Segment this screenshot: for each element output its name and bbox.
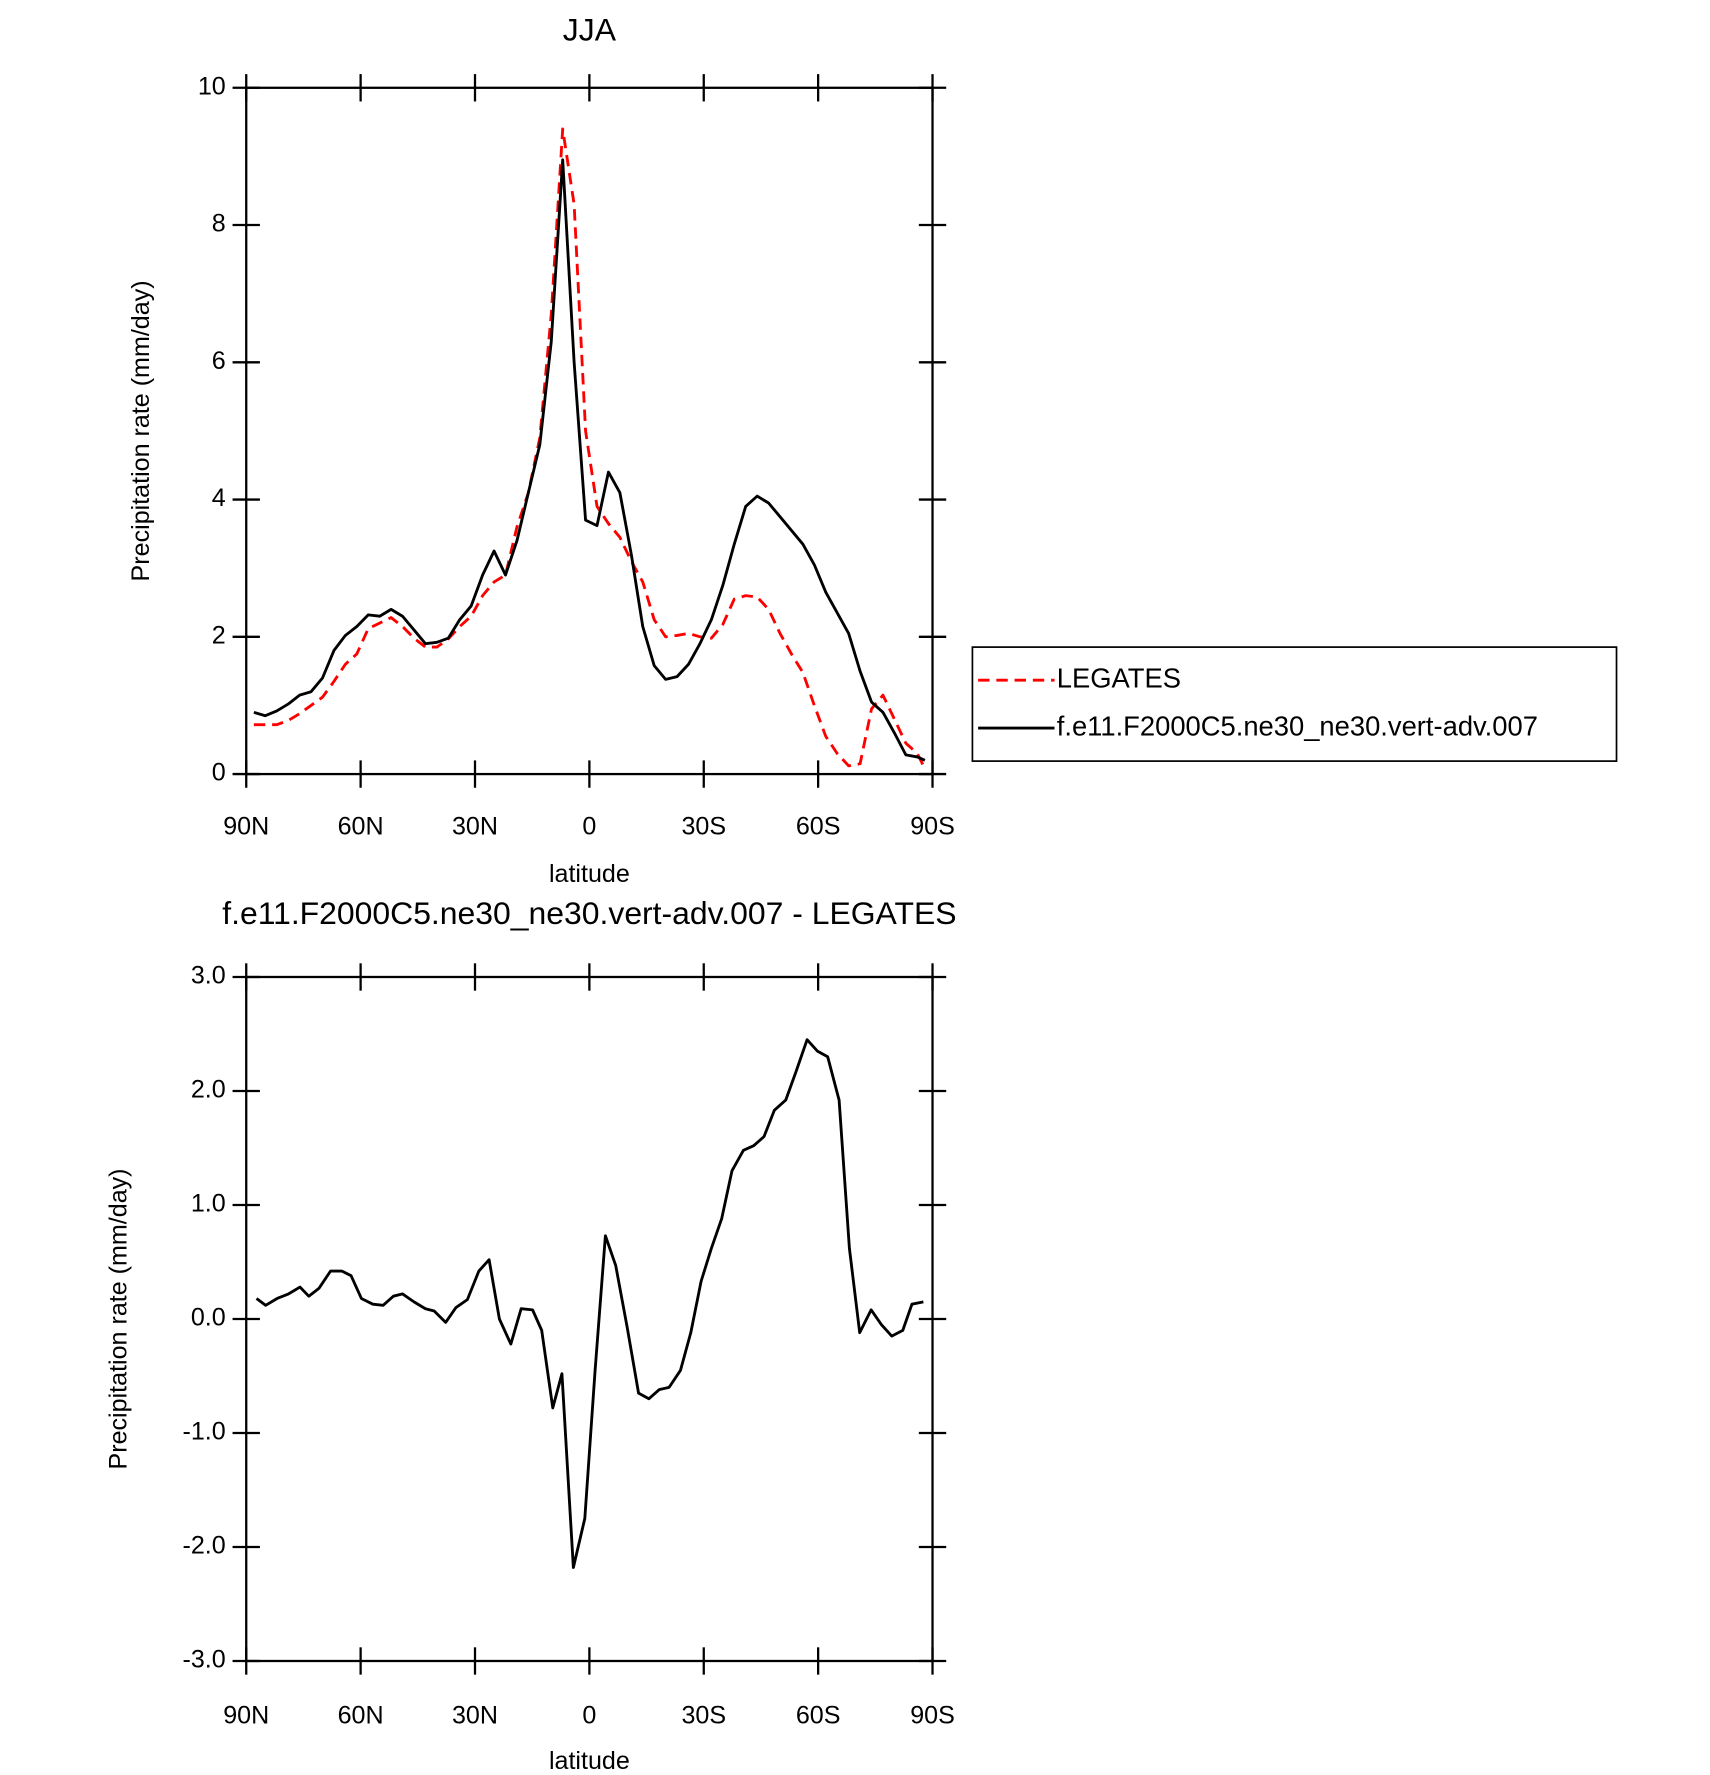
y-tick-label: -3.0: [183, 1646, 226, 1674]
x-tick-label: 90S: [910, 812, 955, 840]
legend-box: [971, 646, 1618, 762]
x-tick-label: 30N: [452, 812, 498, 840]
y-tick-label: 10: [198, 72, 226, 100]
x-tick-label: 30S: [681, 812, 726, 840]
y-tick-label: -1.0: [183, 1418, 226, 1446]
y-axis-label: Precipitation rate (mm/day): [127, 280, 155, 581]
x-tick-label: 30S: [681, 1701, 726, 1729]
y-tick-label: 4: [212, 484, 226, 512]
y-tick-label: 2.0: [191, 1076, 226, 1104]
y-tick-label: 0.0: [191, 1304, 226, 1332]
y-tick-label: 0: [212, 759, 226, 787]
chart-title: f.e11.F2000C5.ne30_ne30.vert-adv.007 - L…: [222, 895, 956, 931]
x-tick-label: 60N: [338, 812, 384, 840]
x-tick-label: 30N: [452, 1701, 498, 1729]
y-tick-label: -2.0: [183, 1532, 226, 1560]
x-axis-label: latitude: [549, 1747, 630, 1775]
series-line: [253, 158, 926, 762]
x-tick-label: 90S: [910, 1701, 955, 1729]
plot-frame: [245, 86, 934, 776]
y-tick-label: 6: [212, 347, 226, 375]
series-line: [255, 1038, 924, 1569]
x-tick-label: 0: [582, 1701, 596, 1729]
series-line: [253, 127, 927, 770]
x-tick-label: 90N: [223, 812, 269, 840]
x-tick-label: 60S: [796, 812, 841, 840]
y-tick-label: 3.0: [191, 962, 226, 990]
y-axis-label: Precipitation rate (mm/day): [104, 1168, 132, 1469]
chart-title: JJA: [563, 11, 617, 47]
x-tick-label: 60S: [796, 1701, 841, 1729]
y-tick-label: 2: [212, 621, 226, 649]
y-tick-label: 8: [212, 210, 226, 238]
legend-label: f.e11.F2000C5.ne30_ne30.vert-adv.007: [1057, 710, 1538, 741]
y-tick-label: 1.0: [191, 1190, 226, 1218]
x-tick-label: 0: [582, 812, 596, 840]
legend-label: LEGATES: [1057, 662, 1181, 693]
x-tick-label: 90N: [223, 1701, 269, 1729]
x-tick-label: 60N: [338, 1701, 384, 1729]
x-axis-label: latitude: [549, 860, 630, 888]
plot-frame: [245, 975, 934, 1663]
